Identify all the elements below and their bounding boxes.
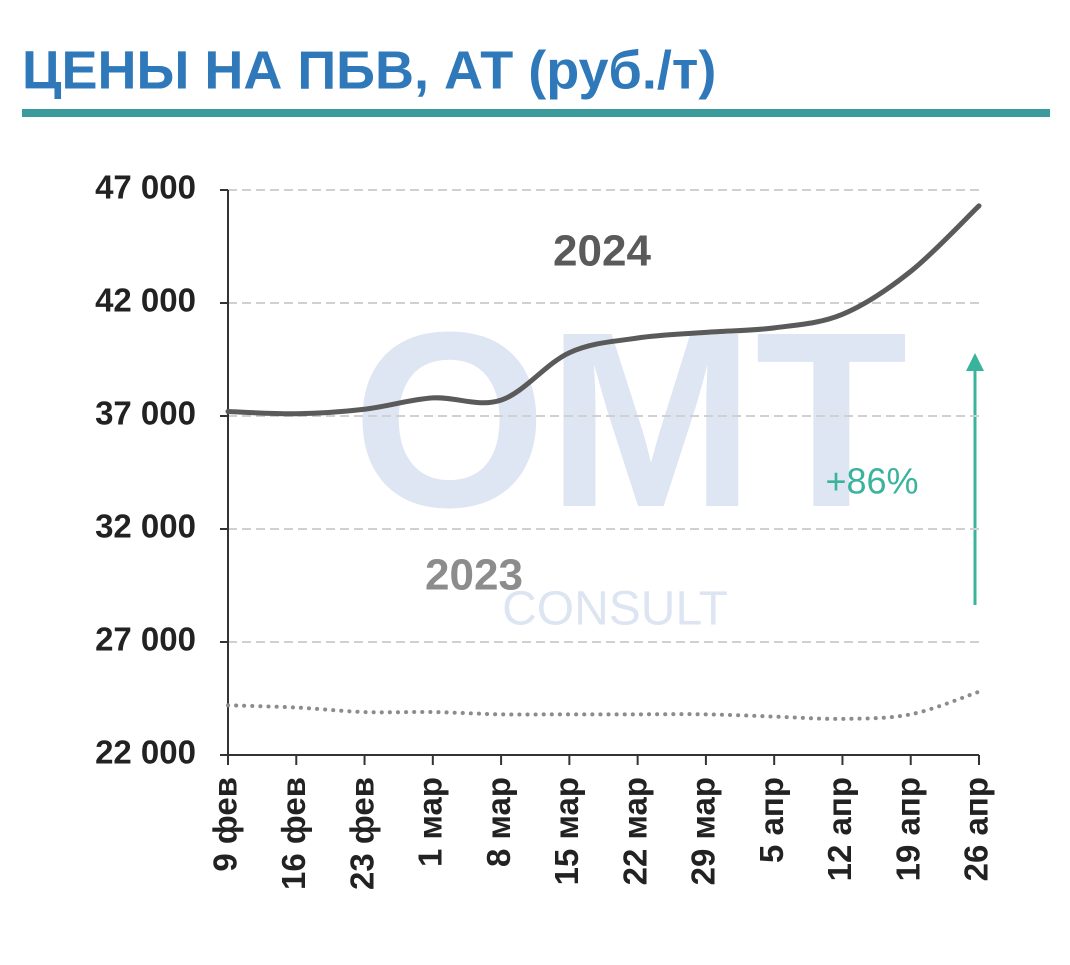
x-tick-label: 15 мар (548, 777, 585, 885)
x-tick-label: 8 мар (480, 777, 517, 867)
series-label: 2023 (425, 551, 523, 600)
watermark: OMT (352, 280, 907, 559)
y-tick-label: 47 000 (95, 169, 196, 206)
series-line (226, 689, 981, 721)
series-label: 2024 (553, 227, 651, 276)
chart-title: ЦЕНЫ НА ПБВ, АТ (руб./т) (22, 40, 716, 100)
title-rule (22, 109, 1050, 117)
watermark: CONSULT (502, 583, 728, 636)
x-tick-label: 12 апр (821, 777, 858, 881)
y-tick-label: 27 000 (95, 621, 196, 658)
y-tick-label: 42 000 (95, 282, 196, 319)
x-tick-label: 16 фев (275, 777, 312, 890)
x-tick-label: 19 апр (889, 777, 926, 881)
y-tick-label: 32 000 (95, 508, 196, 545)
x-tick-label: 5 апр (753, 777, 790, 863)
x-tick-label: 29 мар (685, 777, 722, 885)
y-tick-label: 22 000 (95, 734, 196, 771)
x-tick-label: 9 фев (207, 777, 244, 872)
x-tick-label: 22 мар (616, 777, 653, 885)
y-tick-label: 37 000 (95, 395, 196, 432)
annotation: +86% (825, 461, 918, 502)
x-tick-label: 23 фев (343, 777, 380, 890)
x-tick-label: 1 мар (412, 777, 449, 867)
series-line (225, 203, 982, 417)
x-tick-label: 26 апр (958, 777, 995, 881)
